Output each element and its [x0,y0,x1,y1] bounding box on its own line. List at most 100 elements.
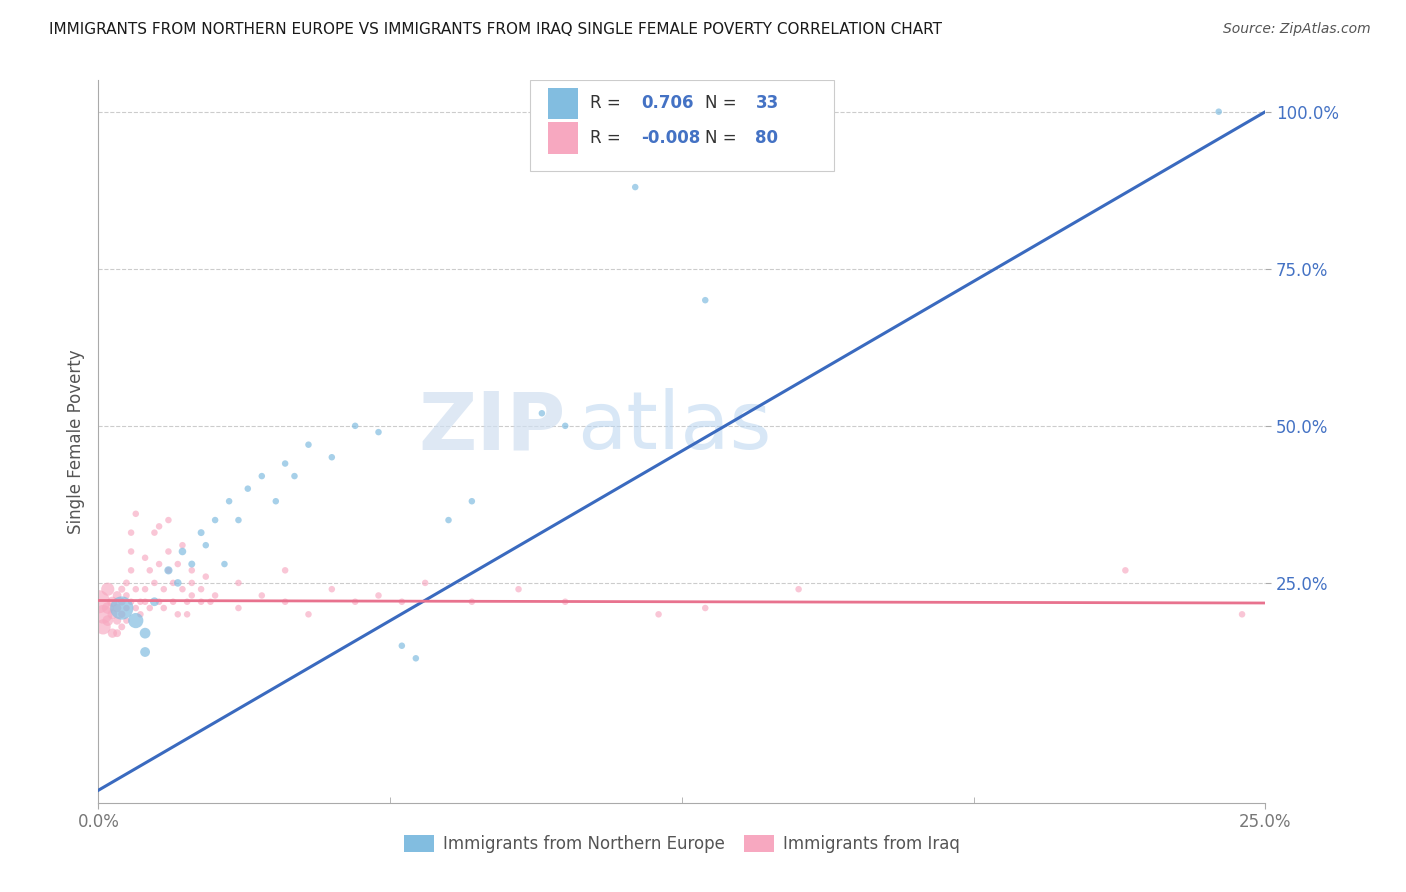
Point [367,425,389,439]
Point [101,607,124,622]
Point [274,457,297,471]
Point [321,582,343,597]
Point [157,513,180,527]
Point [200,595,222,609]
Legend: Immigrants from Northern Europe, Immigrants from Iraq: Immigrants from Northern Europe, Immigra… [398,828,966,860]
Text: Source: ZipAtlas.com: Source: ZipAtlas.com [1223,22,1371,37]
Point [190,525,212,540]
Point [97,614,120,628]
Point [204,513,226,527]
Point [274,563,297,577]
Text: 80: 80 [755,129,779,147]
Point [101,626,124,640]
Point [152,601,174,615]
Point [166,575,188,590]
Point [344,418,367,433]
Point [125,507,148,521]
Point [120,525,142,540]
Text: 33: 33 [755,95,779,112]
Text: N =: N = [706,129,742,147]
Point [111,601,134,615]
Point [91,607,114,622]
Point [787,582,810,597]
Point [129,595,152,609]
Text: 0.706: 0.706 [641,95,693,112]
Point [157,563,180,577]
Point [344,595,367,609]
Text: N =: N = [706,95,742,112]
Point [190,595,212,609]
Point [236,482,259,496]
Point [180,575,202,590]
Point [413,575,436,590]
Point [647,607,669,622]
Point [250,469,273,483]
Point [228,513,250,527]
Point [111,582,134,597]
Point [162,595,184,609]
Point [554,595,576,609]
Point [134,595,156,609]
Point [695,601,717,615]
Point [162,575,184,590]
Point [111,620,134,634]
Point [218,494,240,508]
Point [176,607,198,622]
Point [166,557,188,571]
Point [695,293,717,308]
Point [194,569,217,583]
Point [508,582,530,597]
Point [176,595,198,609]
Point [115,575,138,590]
FancyBboxPatch shape [548,122,578,154]
Point [1208,104,1230,119]
FancyBboxPatch shape [548,87,578,120]
Point [120,563,142,577]
Point [228,575,250,590]
Point [105,601,128,615]
Point [134,550,156,565]
Point [166,607,188,622]
Point [297,438,319,452]
Point [264,494,287,508]
Point [120,595,142,609]
Point [157,544,180,558]
Point [157,563,180,577]
Point [120,544,142,558]
Text: -0.008: -0.008 [641,129,700,147]
Point [134,582,156,597]
Text: R =: R = [589,95,626,112]
Point [143,575,166,590]
Point [97,601,120,615]
Point [97,582,120,597]
Point [115,589,138,603]
Point [297,607,319,622]
Point [180,563,202,577]
Point [111,607,134,622]
Point [87,595,110,609]
Point [148,557,170,571]
Point [172,538,194,552]
Point [1230,607,1253,622]
Point [391,595,413,609]
Point [172,544,194,558]
Point [91,620,114,634]
Point [190,582,212,597]
Point [105,626,128,640]
Point [321,450,343,465]
Point [134,645,156,659]
Point [125,582,148,597]
Point [274,595,297,609]
Point [180,589,202,603]
Point [250,589,273,603]
Point [461,494,484,508]
Point [125,614,148,628]
Point [139,563,162,577]
Point [228,601,250,615]
Point [115,601,138,615]
Point [530,406,553,420]
Text: atlas: atlas [576,388,772,467]
Point [148,595,170,609]
Text: IMMIGRANTS FROM NORTHERN EUROPE VS IMMIGRANTS FROM IRAQ SINGLE FEMALE POVERTY CO: IMMIGRANTS FROM NORTHERN EUROPE VS IMMIG… [49,22,942,37]
Point [101,595,124,609]
